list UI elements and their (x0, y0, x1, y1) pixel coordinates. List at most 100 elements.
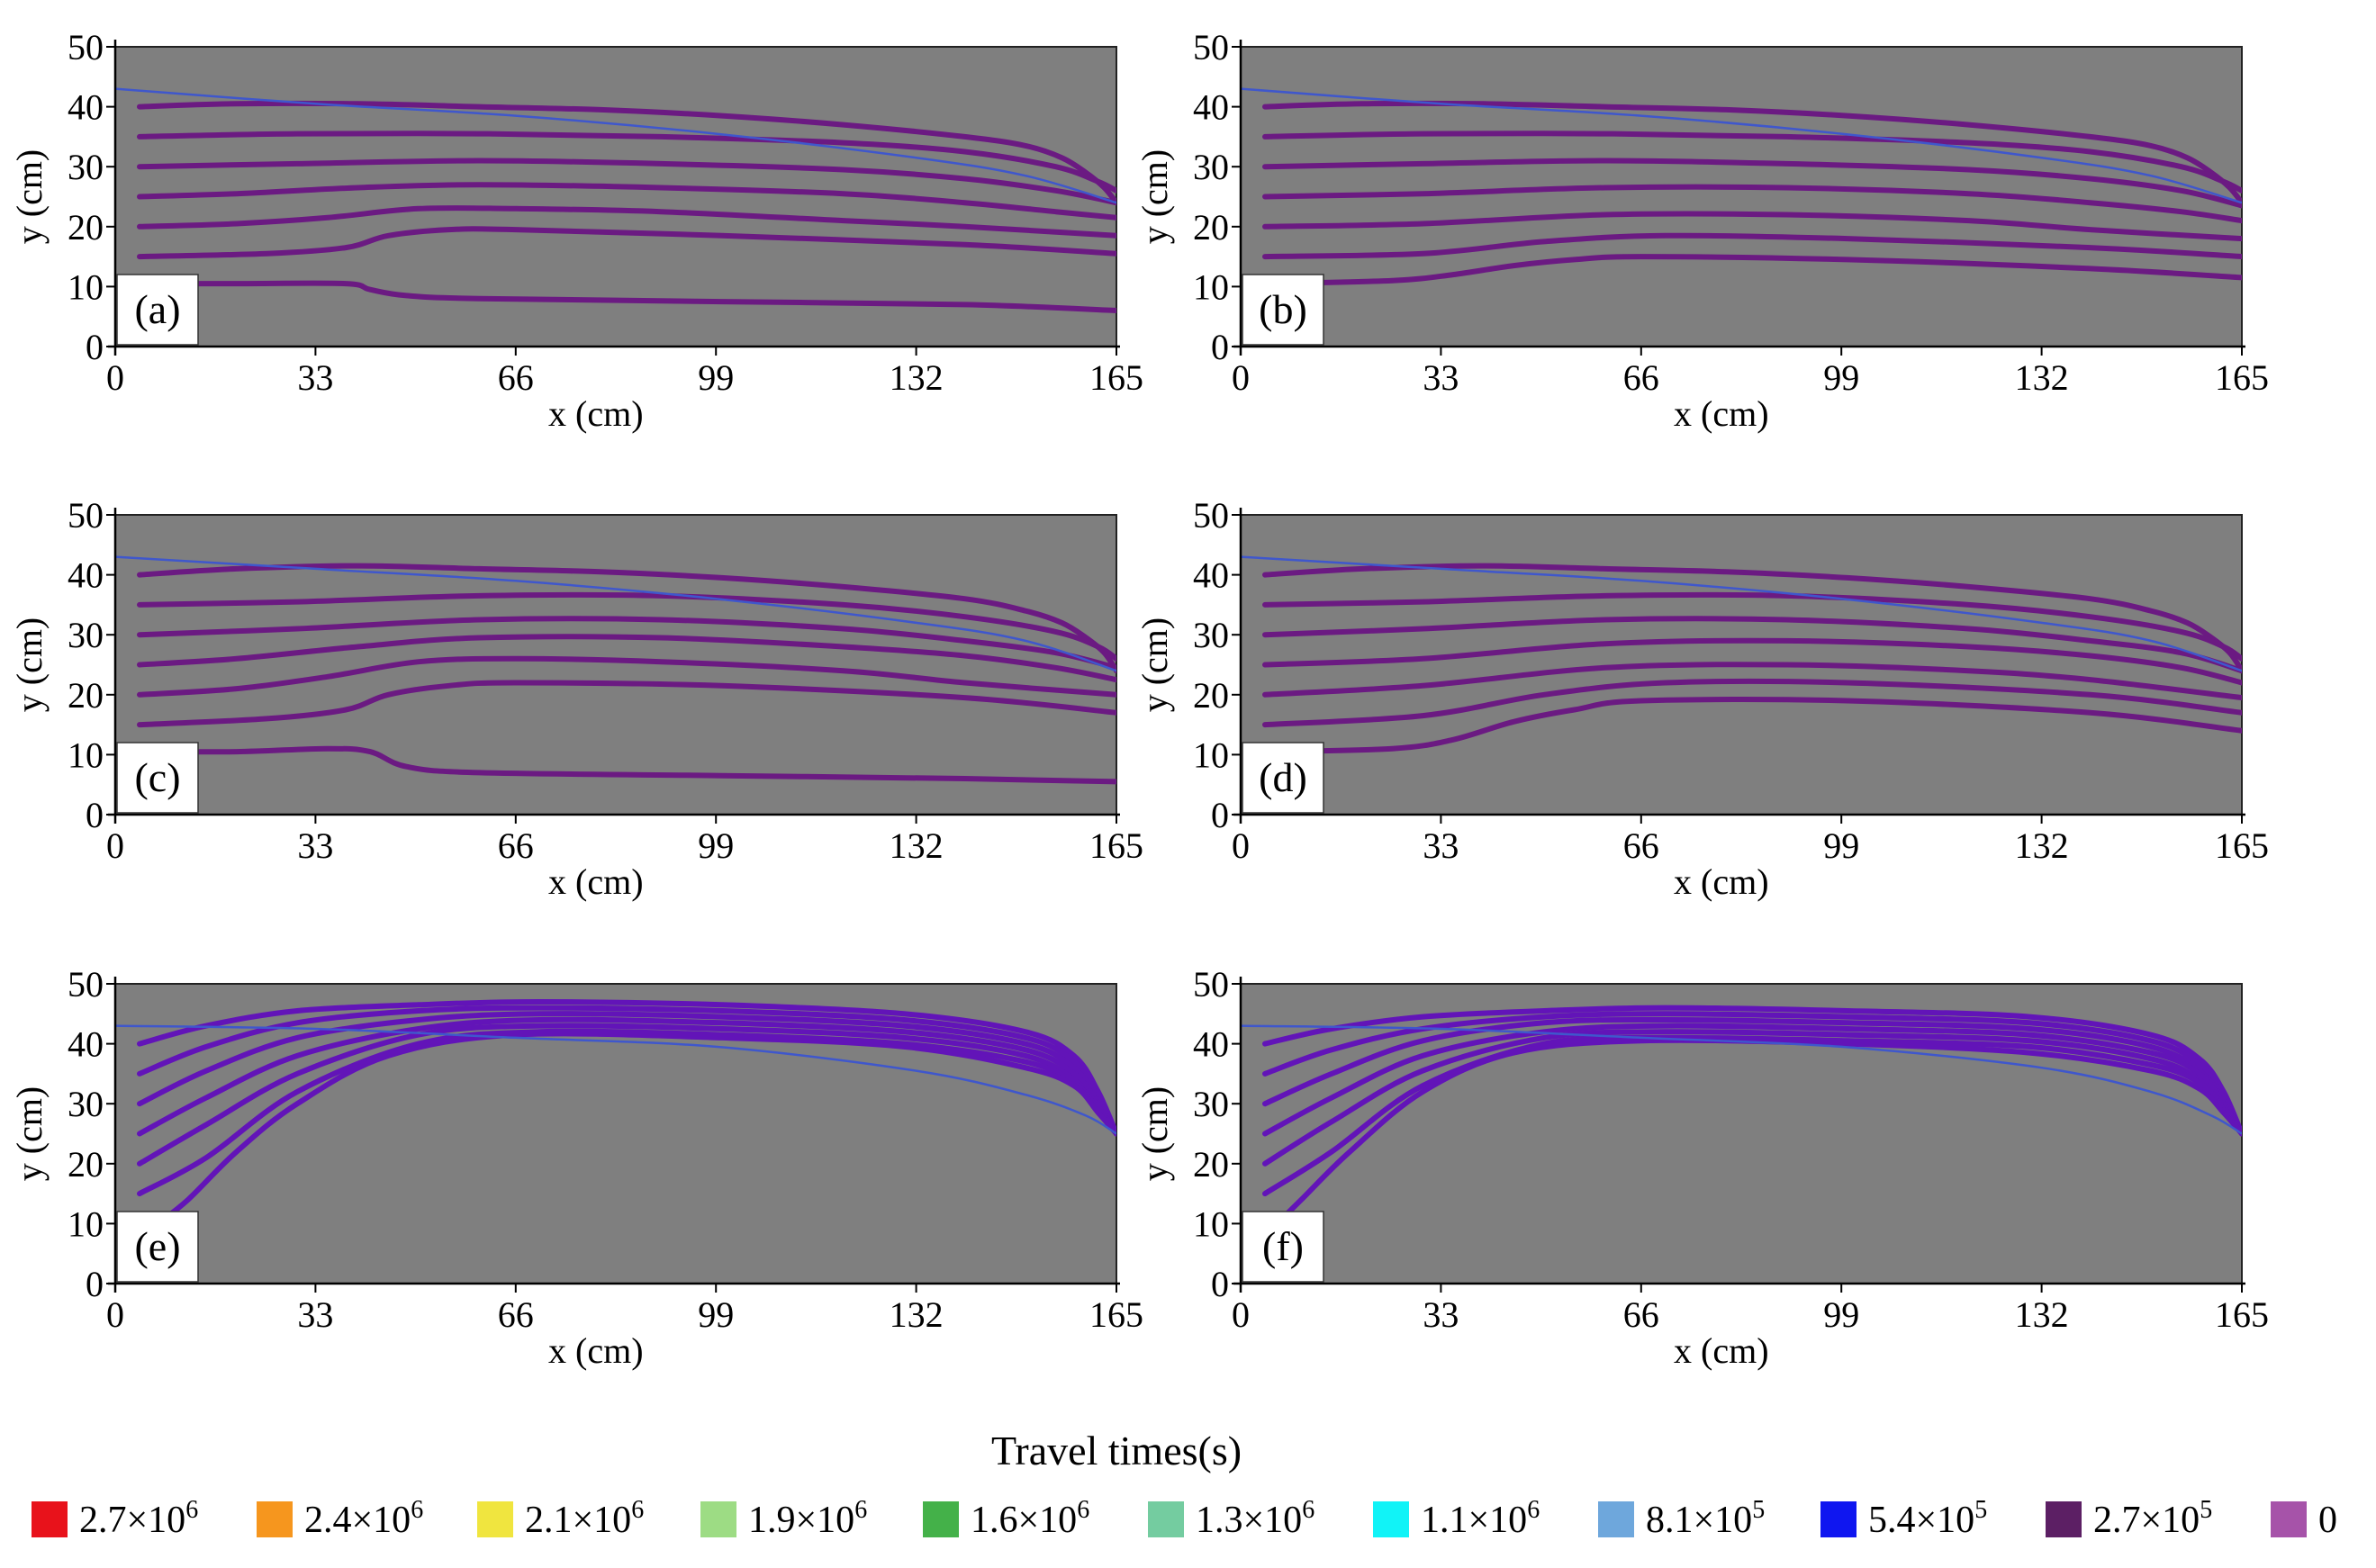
legend-swatch (257, 1501, 293, 1537)
chart-panel: 0 33 66 99 132 165 0 10 20 30 40 50 x (cm) y (cm) (c) (9, 495, 1143, 902)
y-tick-label: 0 (1211, 327, 1229, 367)
panel-tag: (b) (1259, 286, 1307, 332)
x-tick-label: 0 (106, 357, 124, 398)
legend-item: 1.3×106 (1148, 1496, 1314, 1541)
chart-panel: 0 33 66 99 132 165 0 10 20 30 40 50 x (cm) y (cm) (e) (9, 964, 1143, 1371)
panel-tag: (f) (1262, 1223, 1304, 1269)
water-table-line (115, 1024, 1116, 1135)
legend-label: 1.9×106 (748, 1496, 867, 1541)
y-tick-label: 40 (68, 1024, 104, 1065)
y-axis-label: y (cm) (1134, 617, 1175, 713)
streamline (1262, 1005, 2242, 1137)
legend-swatch (700, 1501, 736, 1537)
panel-tag-box (116, 1211, 199, 1283)
streamline (137, 1005, 1116, 1137)
x-tick-label: 66 (1623, 1294, 1659, 1335)
panel-tag-box (1242, 274, 1324, 346)
y-tick-label: 30 (1193, 615, 1229, 655)
x-tick-label: 99 (1823, 357, 1859, 398)
streamline (137, 655, 1116, 698)
panel-tag-box (1242, 742, 1324, 814)
x-axis-label: x (cm) (1674, 1330, 1769, 1371)
streamline (1262, 563, 2242, 674)
x-tick-label: 99 (698, 825, 734, 866)
y-tick-label: 30 (68, 615, 104, 655)
panel-tag-box (116, 274, 199, 346)
y-tick-label: 30 (68, 147, 104, 187)
y-tick-label: 50 (68, 495, 104, 536)
y-tick-label: 50 (68, 964, 104, 1005)
x-tick-label: 165 (1089, 1294, 1143, 1335)
panel-tag: (d) (1259, 754, 1307, 800)
streamline (137, 100, 1116, 206)
legend-item: 2.7×106 (32, 1496, 198, 1541)
x-tick-label: 132 (890, 825, 944, 866)
streamline (1262, 1023, 2242, 1137)
y-tick-label: 0 (1211, 795, 1229, 835)
x-axis-label: x (cm) (1674, 393, 1769, 434)
y-axis-label: y (cm) (9, 149, 50, 245)
water-table-line (1241, 555, 2242, 672)
x-tick-label: 33 (1423, 357, 1459, 398)
x-tick-label: 165 (1089, 825, 1143, 866)
legend-label: 1.1×106 (1421, 1496, 1540, 1541)
panel-tag: (e) (134, 1223, 180, 1269)
x-tick-label: 132 (890, 357, 944, 398)
y-tick-label: 50 (68, 27, 104, 68)
legend-item: 2.7×105 (2046, 1496, 2212, 1541)
y-tick-label: 40 (1193, 1024, 1229, 1065)
y-tick-label: 40 (68, 87, 104, 128)
chart-panel: 0 33 66 99 132 165 0 10 20 30 40 50 x (cm) y (cm) (a) (9, 27, 1143, 434)
x-tick-label: 0 (106, 825, 124, 866)
x-tick-label: 99 (698, 1294, 734, 1335)
y-tick-label: 0 (1211, 1264, 1229, 1304)
legend-label: 1.3×106 (1196, 1496, 1314, 1541)
y-tick-label: 10 (1193, 734, 1229, 775)
chart-panel: 0 33 66 99 132 165 0 10 20 30 40 50 x (cm) y (cm) (f) (1134, 964, 2269, 1371)
legend-label: 5.4×105 (1868, 1496, 1987, 1541)
legend-label: 0 (2318, 1500, 2337, 1541)
legend-label: 2.7×106 (79, 1496, 198, 1541)
legend-item: 2.4×106 (257, 1496, 423, 1541)
y-tick-label: 40 (1193, 555, 1229, 596)
streamlines (115, 998, 1116, 1227)
x-tick-label: 165 (2215, 1294, 2269, 1335)
y-tick-label: 20 (68, 207, 104, 248)
streamline (1262, 254, 2242, 287)
legend-label: 2.7×105 (2093, 1496, 2212, 1541)
streamline (155, 1031, 1116, 1227)
y-tick-label: 10 (68, 266, 104, 307)
streamlines (1241, 1005, 2242, 1227)
y-tick-label: 30 (1193, 1084, 1229, 1124)
streamline (1262, 100, 2242, 206)
x-tick-label: 33 (297, 357, 333, 398)
plot-area (114, 514, 1117, 816)
water-table-line (1241, 87, 2242, 204)
streamline (1262, 158, 2242, 209)
streamline (137, 1028, 1116, 1197)
legend-swatch (1820, 1501, 1857, 1537)
streamlines (115, 555, 1116, 785)
streamline (137, 616, 1116, 671)
plot-area (114, 46, 1117, 347)
y-tick-label: 0 (86, 1264, 104, 1304)
legend-title: Travel times(s) (991, 1428, 1242, 1473)
y-axis-label: y (cm) (1134, 1086, 1175, 1182)
streamline (137, 1011, 1116, 1137)
x-tick-label: 66 (1623, 825, 1659, 866)
streamline (137, 158, 1116, 206)
legend-item: 8.1×105 (1598, 1496, 1765, 1541)
x-tick-label: 132 (890, 1294, 944, 1335)
streamline (1262, 696, 2242, 755)
x-tick-label: 33 (297, 825, 333, 866)
legend-item: 2.1×106 (477, 1496, 644, 1541)
y-tick-label: 10 (1193, 1203, 1229, 1244)
streamline (137, 226, 1116, 260)
streamline (137, 563, 1116, 674)
streamlines (115, 87, 1116, 313)
streamline (1262, 1029, 2242, 1167)
legend-label: 2.4×106 (304, 1496, 423, 1541)
x-tick-label: 0 (1232, 357, 1250, 398)
legend-swatch (1598, 1501, 1634, 1537)
